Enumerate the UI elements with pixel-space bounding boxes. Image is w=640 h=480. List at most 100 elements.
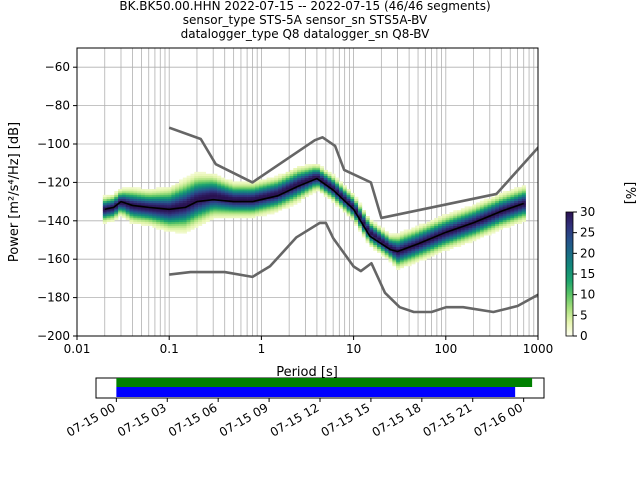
density-cell [209, 194, 214, 198]
density-cell [190, 192, 195, 196]
density-cell [518, 198, 523, 201]
density-cell [148, 192, 153, 196]
density-cell [441, 237, 446, 240]
density-cell [179, 214, 184, 217]
density-cell [472, 217, 477, 221]
density-cell [293, 198, 298, 201]
density-cell [243, 206, 248, 209]
density-cell [278, 202, 283, 205]
density-cell [392, 258, 397, 261]
density-cell [179, 202, 184, 205]
density-cell [453, 225, 458, 228]
density-cell [491, 198, 496, 201]
density-cell [137, 189, 142, 192]
density-cell [133, 208, 138, 211]
density-cell [449, 239, 454, 242]
density-cell [487, 217, 492, 221]
density-cell [293, 179, 298, 182]
density-cell [171, 223, 176, 226]
density-cell [476, 217, 481, 221]
x-tick-label: 10 [346, 342, 361, 356]
density-cell [281, 189, 286, 192]
density-cell [422, 240, 427, 244]
density-cell [430, 227, 435, 230]
density-cell [114, 200, 119, 203]
density-cell [498, 227, 504, 230]
density-cell [224, 196, 229, 200]
density-cell [163, 212, 168, 215]
density-cell [498, 198, 504, 201]
density-cell [495, 225, 500, 228]
density-cell [239, 202, 245, 205]
density-cell [213, 189, 218, 192]
density-cell [514, 187, 519, 190]
density-cell [350, 200, 355, 203]
density-cell [129, 216, 134, 219]
density-cell [518, 212, 523, 215]
density-cell [293, 181, 298, 184]
density-cell [399, 265, 405, 269]
density-cell [403, 229, 408, 232]
density-cell [297, 192, 302, 196]
density-cell [415, 248, 420, 251]
density-cell [453, 239, 458, 242]
density-cell [125, 191, 130, 194]
density-cell [152, 210, 157, 213]
density-cell [418, 235, 424, 238]
density-cell [179, 185, 184, 188]
density-cell [182, 216, 187, 219]
density-cell [335, 202, 340, 205]
density-cell [323, 191, 328, 194]
density-cell [217, 208, 222, 211]
density-cell [396, 262, 401, 265]
density-cell [434, 227, 439, 230]
density-cell [308, 183, 313, 186]
density-cell [159, 219, 165, 223]
density-cell [270, 192, 275, 196]
density-cell [346, 189, 351, 192]
density-cell [388, 239, 393, 242]
density-cell [426, 223, 431, 226]
density-cell [418, 244, 424, 248]
density-cell [148, 219, 153, 223]
density-cell [506, 202, 511, 205]
density-cell [407, 233, 412, 236]
density-cell [205, 191, 210, 194]
density-cell [297, 169, 302, 173]
density-cell [213, 175, 218, 178]
density-cell [358, 223, 363, 226]
density-cell [434, 239, 439, 242]
density-cell [220, 208, 226, 211]
density-cell [399, 235, 405, 238]
density-cell [358, 208, 363, 211]
density-cell [498, 204, 504, 207]
density-cell [460, 242, 465, 246]
density-cell [209, 183, 214, 186]
density-cell [270, 181, 275, 184]
density-cell [186, 196, 191, 200]
density-cell [369, 240, 374, 244]
density-cell [133, 191, 138, 194]
density-cell [270, 210, 275, 213]
density-cell [198, 202, 203, 205]
density-cell [476, 206, 481, 209]
density-cell [182, 196, 187, 200]
density-cell [411, 240, 416, 244]
density-cell [179, 210, 184, 213]
density-cell [217, 175, 222, 178]
density-cell [148, 221, 153, 224]
density-cell [163, 229, 168, 232]
density-cell [319, 183, 325, 186]
density-cell [472, 233, 477, 236]
density-cell [140, 214, 146, 217]
density-cell [327, 192, 332, 196]
density-cell [460, 240, 465, 244]
density-cell [308, 166, 313, 169]
density-cell [300, 196, 306, 200]
density-cell [205, 196, 210, 200]
density-cell [491, 221, 496, 224]
density-cell [384, 242, 389, 246]
density-cell [175, 229, 180, 232]
density-cell [243, 196, 248, 200]
